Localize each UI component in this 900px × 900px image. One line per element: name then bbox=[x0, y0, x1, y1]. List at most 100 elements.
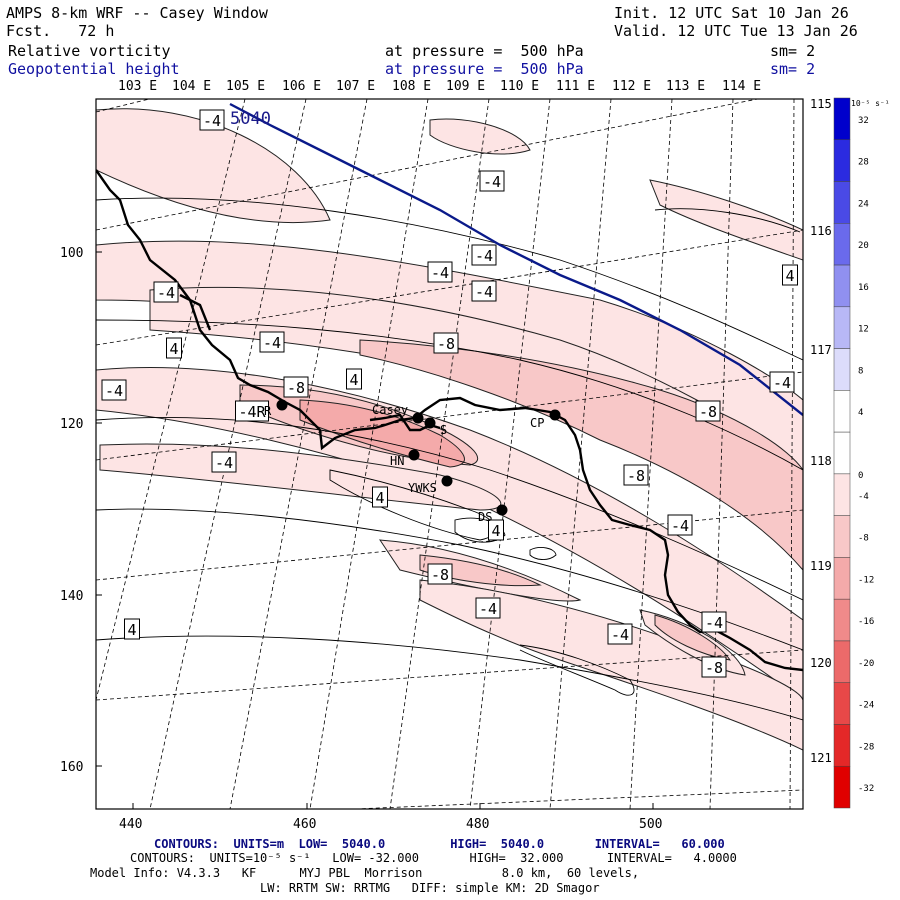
contour-label: -4 bbox=[483, 173, 501, 191]
colorbar-label: 4 bbox=[858, 408, 863, 418]
height-contour-label: 5040 bbox=[230, 109, 271, 129]
station-label: Casey bbox=[372, 403, 408, 417]
y-tick-label: 120 bbox=[60, 417, 83, 432]
colorbar-swatch bbox=[833, 557, 851, 600]
contour-label: -8 bbox=[627, 467, 645, 485]
x-tick-label: 480 bbox=[466, 817, 489, 832]
contour-label-box bbox=[479, 170, 505, 192]
colorbar-label: 0 bbox=[858, 471, 863, 481]
contour-label: 4 bbox=[170, 340, 179, 358]
contour-label-box bbox=[211, 451, 237, 473]
colorbar-swatch bbox=[833, 390, 851, 433]
colorbar-swatch bbox=[833, 223, 851, 266]
contour-label-box bbox=[701, 611, 727, 633]
vorticity-contour-labels: -4-4-4-4-4-44 -44-4-8-8-4R4-4-4-844-8-4-4… bbox=[101, 109, 798, 678]
colorbar-swatch bbox=[833, 765, 851, 809]
station-dot bbox=[441, 475, 453, 487]
station-dot bbox=[408, 449, 420, 461]
contour-label-box bbox=[475, 597, 501, 619]
contour-label: -4 bbox=[431, 264, 449, 282]
colorbar-label: -32 bbox=[858, 784, 874, 794]
colorbar-label: -24 bbox=[858, 701, 874, 711]
field1-name: Relative vorticity bbox=[8, 42, 171, 60]
top-longitude-label: 103 E bbox=[118, 79, 157, 94]
field2-name: Geopotential height bbox=[8, 60, 180, 78]
colorbar-label: 24 bbox=[858, 199, 869, 209]
top-longitude-label: 104 E bbox=[172, 79, 211, 94]
top-longitude-label: 106 E bbox=[282, 79, 321, 94]
field1-pressure: at pressure = 500 hPa bbox=[385, 42, 584, 60]
x-tick-label: 500 bbox=[639, 817, 662, 832]
contour-label: -8 bbox=[705, 659, 723, 677]
station-label: YWKS bbox=[408, 481, 437, 495]
colorbar-swatch bbox=[833, 97, 851, 141]
contour-label: 4 bbox=[350, 371, 359, 389]
field2-smoothing: sm= 2 bbox=[770, 60, 816, 78]
colorbar-label: -28 bbox=[858, 742, 874, 752]
y-axis-ticks: 100 120 140 160 bbox=[60, 246, 102, 775]
top-longitude-labels: 103 E 104 E 105 E 106 E 107 E 108 E 109 E 110 E… bbox=[118, 79, 761, 94]
station-dot bbox=[496, 504, 508, 516]
contour-label-box bbox=[346, 368, 362, 390]
x-tick-label: 460 bbox=[293, 817, 316, 832]
contour-label: -4 bbox=[157, 284, 175, 302]
top-longitude-label: 109 E bbox=[446, 79, 485, 94]
colorbar-swatch bbox=[833, 306, 851, 349]
contour-label-box bbox=[667, 514, 693, 536]
contour-label-box bbox=[427, 261, 453, 283]
top-longitude-label: 114 E bbox=[722, 79, 761, 94]
footer-vorticity-contours: CONTOURS: UNITS=10⁻⁵ s⁻¹ LOW= -32.000 HI… bbox=[130, 851, 737, 865]
top-longitude-label: 113 E bbox=[666, 79, 705, 94]
colorbar-label: -4 bbox=[858, 492, 869, 502]
colorbar-label: 28 bbox=[858, 158, 869, 168]
contour-label: -8 bbox=[431, 566, 449, 584]
colorbar-swatch bbox=[833, 264, 851, 308]
station-dot bbox=[424, 417, 436, 429]
colorbar: 32 28 24 20 16 12 8 4 0 -4 -8 -12 -16 -20 -24 -28 -32 bbox=[833, 97, 874, 809]
contour-label: -4 bbox=[105, 382, 123, 400]
contour-label-box bbox=[607, 623, 633, 645]
contour-label-box bbox=[427, 563, 453, 585]
colorbar-label: -20 bbox=[858, 659, 874, 669]
colorbar-label: 16 bbox=[858, 283, 869, 293]
contour-label: -4 bbox=[203, 112, 221, 130]
contour-label-box bbox=[259, 331, 285, 353]
contour-label-box bbox=[153, 281, 179, 303]
top-longitude-label: 110 E bbox=[500, 79, 539, 94]
contour-label: -4 bbox=[479, 600, 497, 618]
contour-label: -8 bbox=[437, 335, 455, 353]
contour-label-box bbox=[199, 109, 225, 131]
contour-label: -4 bbox=[475, 247, 493, 265]
contour-label-box bbox=[769, 371, 795, 393]
colorbar-swatch bbox=[833, 598, 851, 642]
station-markers: Casey CP HN YWKS DS S R bbox=[264, 399, 561, 524]
contour-label: -4 bbox=[671, 517, 689, 535]
contour-label-box bbox=[471, 244, 497, 266]
contour-label: 4 bbox=[786, 267, 795, 285]
field1-smoothing: sm= 2 bbox=[770, 42, 816, 60]
contour-label: -4 bbox=[215, 454, 233, 472]
geopotential-contour-5040 bbox=[229, 102, 803, 416]
contour-label: -8 bbox=[287, 379, 305, 397]
contour-label-box bbox=[701, 656, 727, 678]
contour-label-box bbox=[372, 486, 388, 508]
y-tick-label: 160 bbox=[60, 760, 83, 775]
contour-label: 4 bbox=[376, 489, 385, 507]
station-dot bbox=[549, 409, 561, 421]
contour-label: -4 bbox=[475, 283, 493, 301]
contour-label: -8 bbox=[699, 403, 717, 421]
colorbar-swatch bbox=[833, 139, 851, 182]
footer-height-contours: CONTOURS: UNITS=m LOW= 5040.0 HIGH= 5040… bbox=[154, 837, 725, 851]
station-dot bbox=[412, 412, 424, 424]
contour-label: -4 bbox=[773, 374, 791, 392]
top-longitude-label: 112 E bbox=[612, 79, 651, 94]
colorbar-swatch bbox=[833, 348, 851, 391]
contour-label-box bbox=[471, 280, 497, 302]
forecast-hour: Fcst. 72 h bbox=[6, 22, 115, 40]
contour-label: 4 bbox=[492, 522, 501, 540]
colorbar-label: -8 bbox=[858, 534, 869, 544]
contour-label: -4 bbox=[263, 334, 281, 352]
footer-physics-info: LW: RRTM SW: RRTMG DIFF: simple KM: 2D S… bbox=[260, 881, 600, 895]
contour-label-box bbox=[782, 264, 798, 286]
